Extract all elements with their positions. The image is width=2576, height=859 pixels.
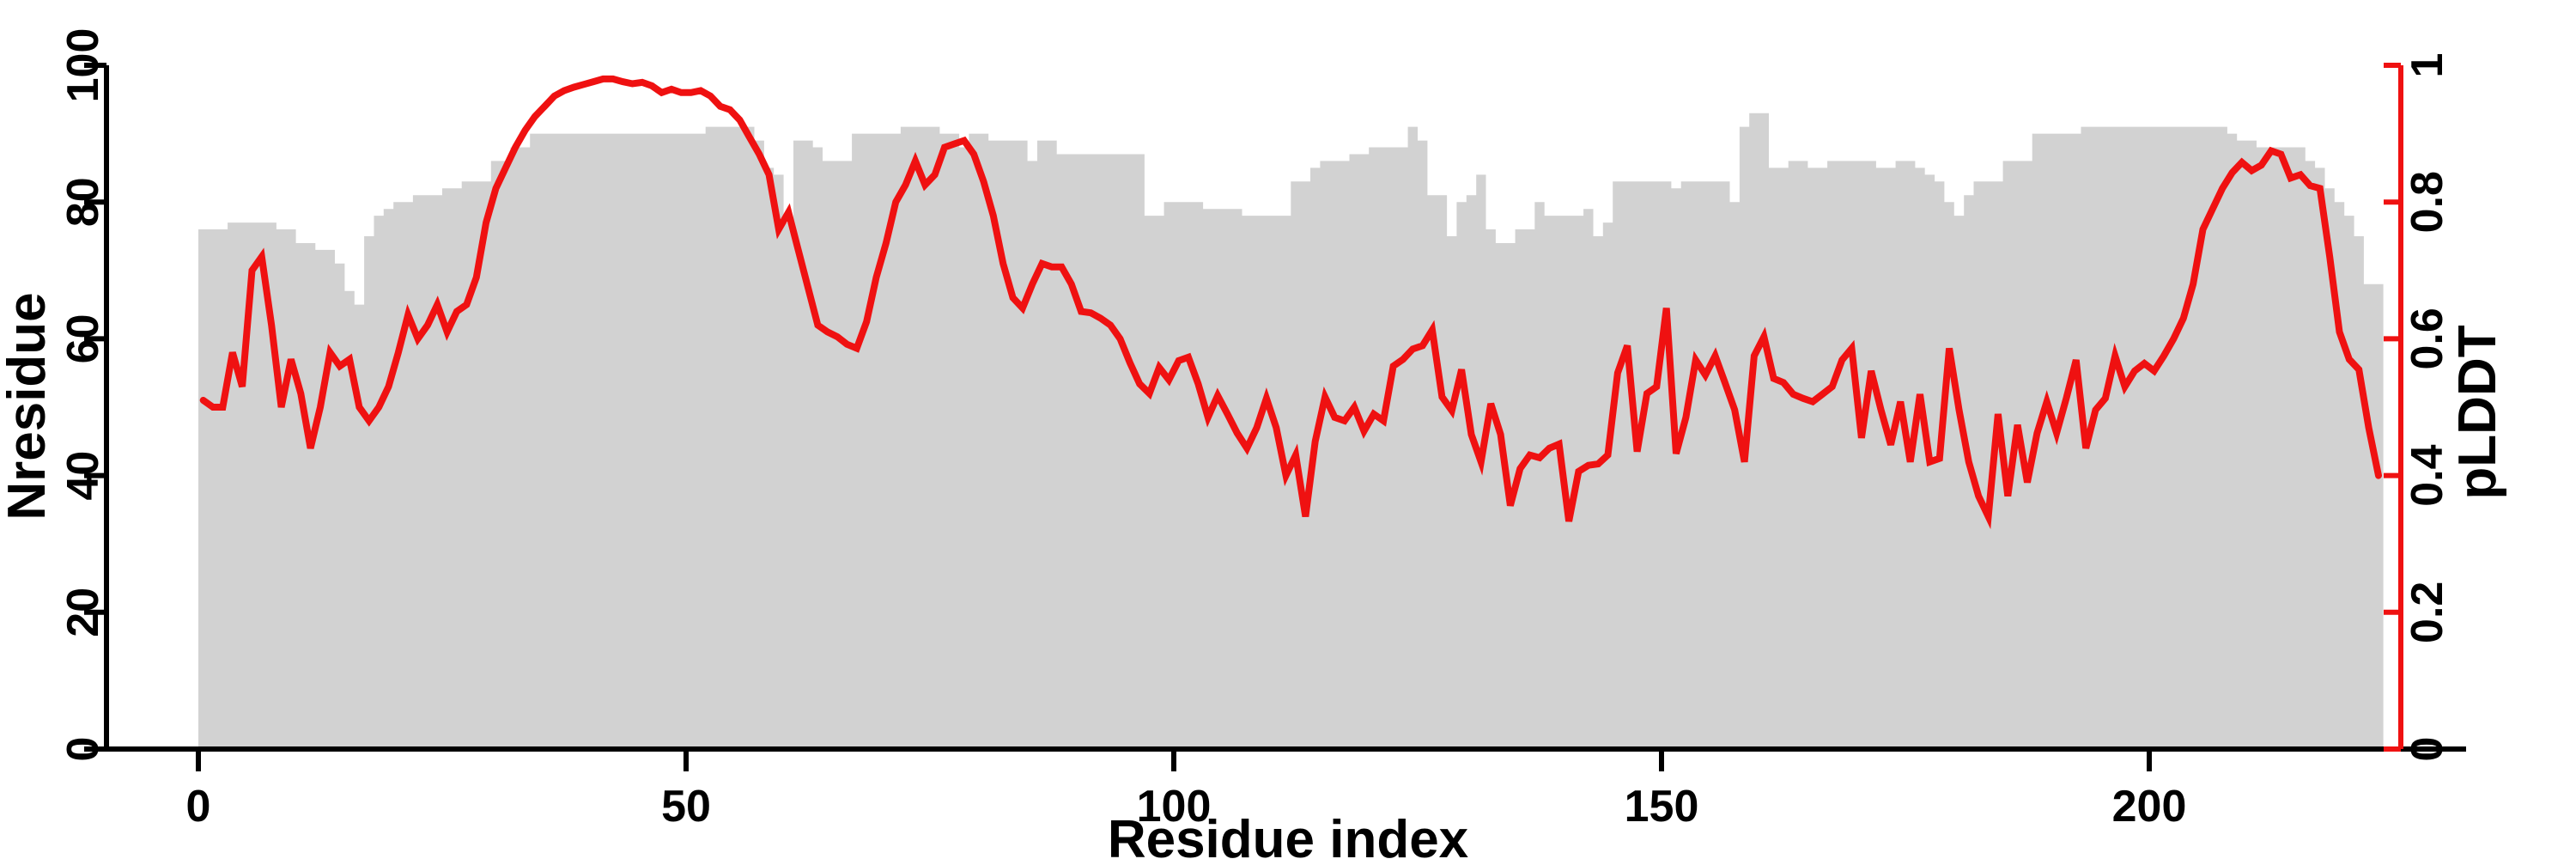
left-axis-tick-label: 0 — [58, 737, 108, 762]
x-axis-tick-label: 150 — [1625, 782, 1699, 832]
right-axis-tick-label: 0.2 — [2403, 582, 2452, 643]
left-axis-tick-label: 40 — [58, 451, 108, 501]
plddt-line — [199, 75, 2382, 530]
x-axis-tick-label: 0 — [186, 782, 211, 832]
x-axis-title: Residue index — [1108, 810, 1469, 859]
right-axis-tick-label: 0.6 — [2403, 308, 2452, 369]
right-axis-title: pLDDT — [2448, 325, 2507, 499]
left-axis-tick-label: 100 — [58, 28, 108, 103]
nresidue-area — [198, 113, 2384, 749]
right-axis-tick-label: 0.4 — [2403, 444, 2452, 506]
x-axis-tick-label: 100 — [1137, 782, 1212, 832]
right-axis-tick-label: 1 — [2403, 53, 2452, 78]
left-axis-tick-label: 20 — [58, 588, 108, 637]
right-axis-tick-label: 0 — [2403, 737, 2452, 762]
x-axis-tick-label: 50 — [661, 782, 711, 832]
right-axis-tick-label: 0.8 — [2403, 171, 2452, 233]
x-axis-tick-label: 200 — [2112, 782, 2187, 832]
left-axis-title: Nresidue — [0, 292, 57, 520]
left-axis-tick-label: 80 — [58, 177, 108, 227]
left-axis-tick-label: 60 — [58, 314, 108, 363]
